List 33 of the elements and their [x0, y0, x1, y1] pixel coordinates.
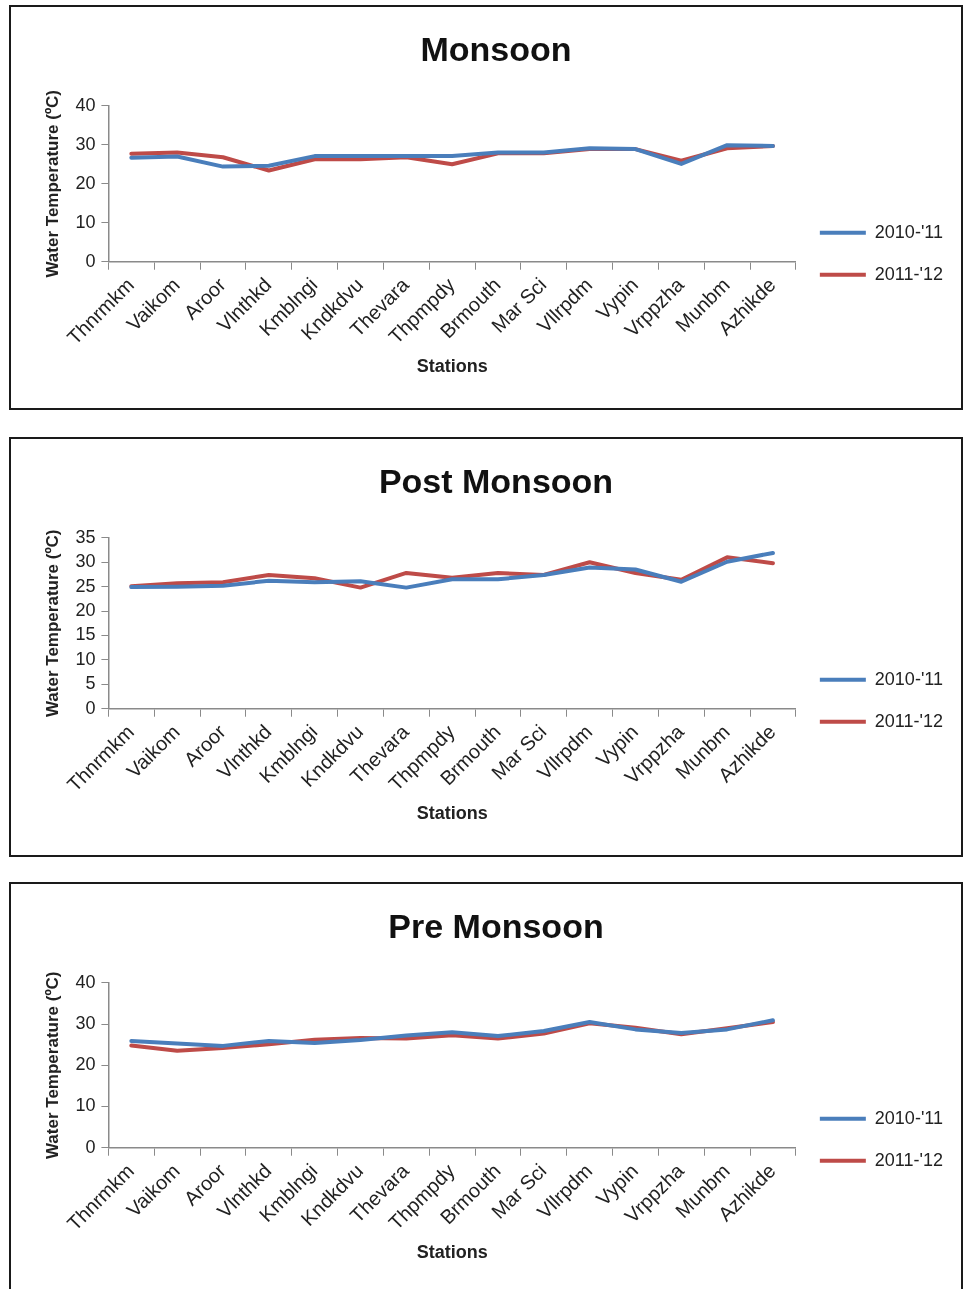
legend-label: 2010-'11: [874, 1107, 944, 1128]
y-tick-label: 30: [75, 133, 96, 154]
chart-title: Monsoon: [420, 29, 572, 68]
y-tick-label: 10: [75, 648, 96, 669]
y-tick-label: 0: [85, 250, 96, 271]
y-tick-label: 30: [75, 551, 96, 572]
x-axis-title: Stations: [416, 803, 488, 824]
legend-label: 2011-'12: [874, 1149, 944, 1170]
y-tick-label: 15: [75, 624, 96, 645]
y-tick-label: 20: [75, 600, 96, 621]
y-tick-label: 0: [85, 697, 96, 718]
y-tick-label: 5: [85, 673, 96, 694]
y-tick-label: 0: [85, 1136, 96, 1157]
x-axis-title: Stations: [416, 356, 488, 377]
y-tick-label: 40: [75, 94, 96, 115]
x-axis-title: Stations: [416, 1242, 488, 1263]
y-tick-label: 20: [75, 1054, 96, 1075]
y-axis-title: Water Temperature (ºC): [42, 971, 62, 1160]
y-tick-label: 35: [75, 526, 96, 547]
y-tick-label: 20: [75, 172, 96, 193]
legend-label: 2011-'12: [874, 263, 944, 284]
y-axis-title: Water Temperature (ºC): [42, 89, 62, 278]
legend-label: 2010-'11: [874, 668, 944, 689]
y-tick-label: 10: [75, 1095, 96, 1116]
legend-label: 2011-'12: [874, 710, 944, 731]
y-tick-label: 25: [75, 575, 96, 596]
legend-label: 2010-'11: [874, 221, 944, 242]
y-tick-label: 40: [75, 971, 96, 992]
y-axis-title: Water Temperature (ºC): [42, 529, 62, 718]
y-tick-label: 10: [75, 211, 96, 232]
y-tick-label: 30: [75, 1013, 96, 1033]
chart-title: Pre Monsoon: [388, 906, 604, 945]
chart-title: Post Monsoon: [378, 461, 614, 500]
